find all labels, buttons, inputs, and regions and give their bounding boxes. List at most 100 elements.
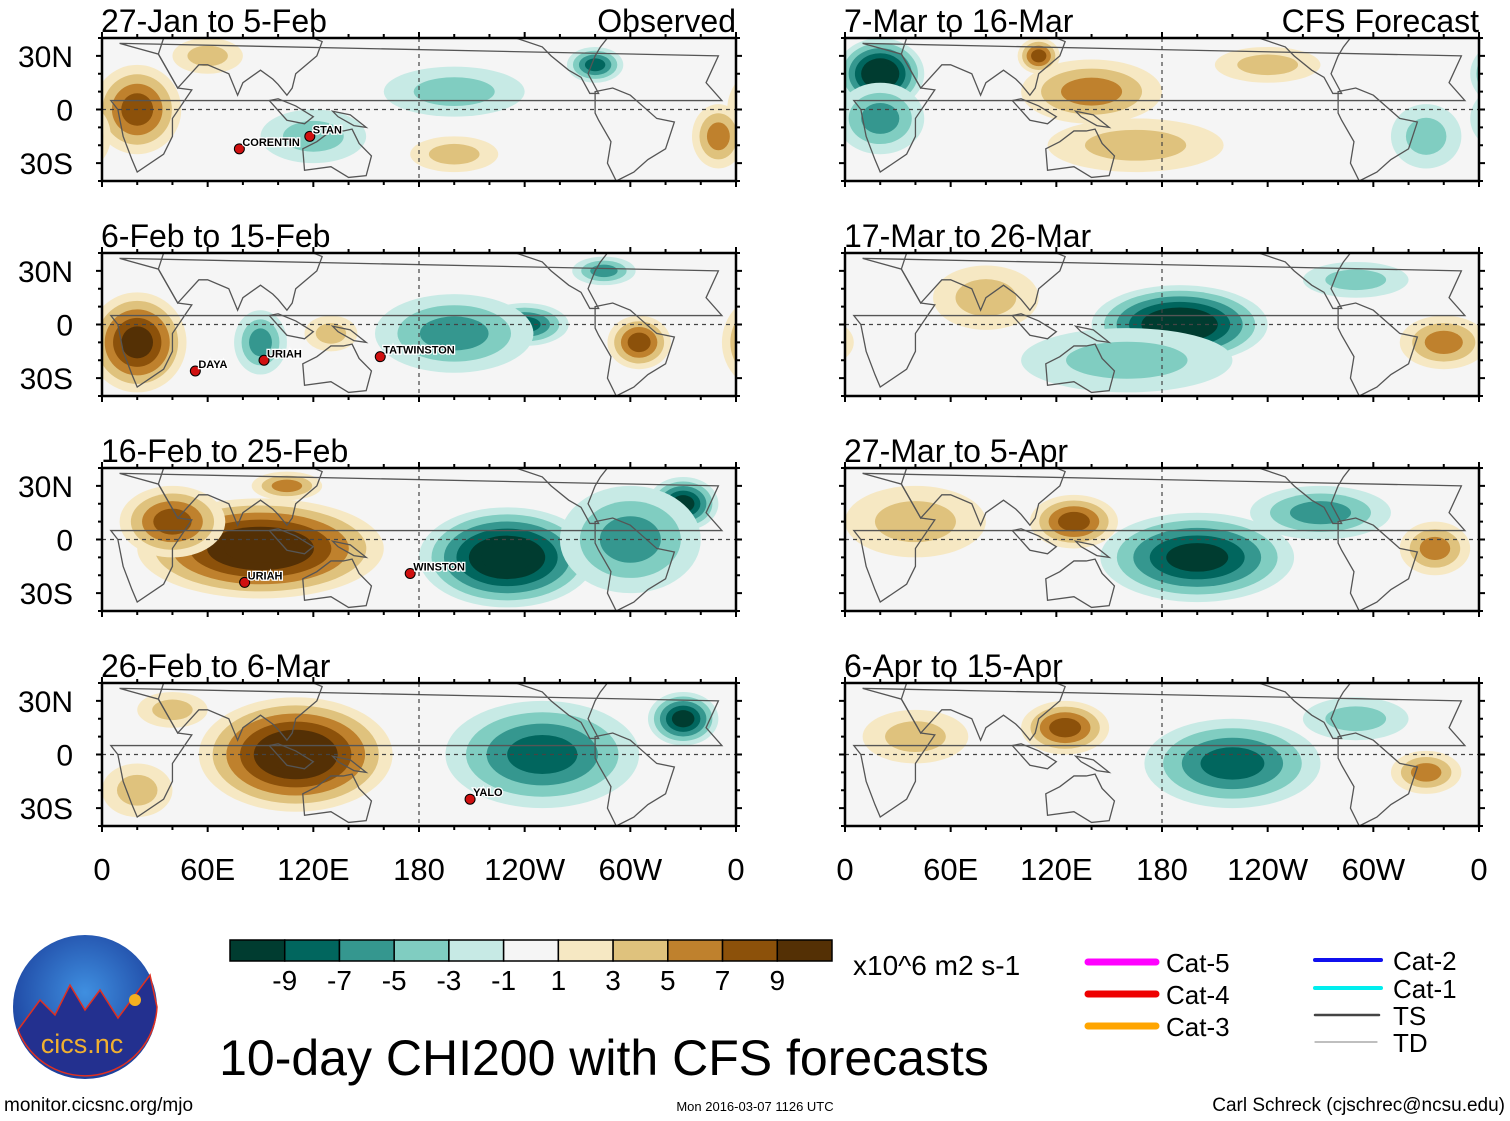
- lon-tick-label: 120W: [1227, 852, 1309, 887]
- anomaly-contour: [757, 751, 827, 794]
- map-panel: 17-Mar to 26-Mar: [778, 218, 1485, 402]
- anomaly-contour: [1289, 501, 1352, 525]
- anomaly-contour: [1470, 97, 1479, 140]
- anomaly-contour: [0, 327, 23, 358]
- lat-tick-label: 30S: [20, 578, 73, 611]
- coastline: [1011, 98, 1058, 125]
- colorbar: -9 -7 -5 -3 -1 1 3 5 7 9: [229, 939, 833, 996]
- coastline: [1258, 683, 1352, 740]
- coastline: [594, 302, 676, 396]
- lon-tick-label: 120E: [277, 852, 349, 887]
- coastline: [109, 472, 724, 604]
- legend-item: Cat-4: [1084, 980, 1230, 1010]
- anomaly-contour: [751, 775, 792, 806]
- coastline: [594, 732, 676, 826]
- colorbar-label: -7: [327, 965, 352, 996]
- anomaly-contour: [1495, 58, 1510, 89]
- storm-label: TATWINSTON: [383, 345, 455, 357]
- legend-item: Cat-3: [1084, 1012, 1230, 1042]
- map-panel: URIAH DAYA TATWINSTON 6-Feb to 15-Feb 30N 0 30…: [0, 218, 742, 402]
- legend-item: TS: [1313, 1001, 1426, 1031]
- anomaly-contour: [1501, 63, 1510, 84]
- anomaly-contour: [671, 710, 695, 728]
- colorbar-swatch: [557, 939, 614, 962]
- colorbar-label: -5: [382, 965, 407, 996]
- coastline: [1045, 773, 1116, 824]
- anomaly-contour: [102, 112, 111, 161]
- anomaly-contour: [1424, 330, 1463, 354]
- anomaly-contour: [1066, 341, 1188, 379]
- storm-marker: CORENTIN: [233, 136, 301, 155]
- anomaly-contour: [786, 700, 827, 721]
- colorbar-swatch: [229, 939, 286, 962]
- lat-tick-label: 0: [56, 310, 73, 343]
- coastline: [852, 42, 1467, 174]
- coastline: [1011, 743, 1058, 770]
- anomaly-contour: [0, 257, 2, 286]
- coastline: [900, 468, 1066, 527]
- anomaly-contour: [428, 143, 480, 165]
- anomaly-contour: [746, 84, 797, 135]
- colorbar-label: 3: [605, 965, 621, 996]
- anomaly-contour: [1470, 52, 1479, 96]
- coastline: [1011, 528, 1058, 555]
- lat-tick-label: 30S: [20, 363, 73, 396]
- panel-title: 16-Feb to 25-Feb: [101, 433, 348, 469]
- anomaly-contour: [0, 316, 37, 370]
- storm-marker: YALO: [464, 786, 504, 805]
- panel-title: 26-Feb to 6-Mar: [101, 648, 331, 684]
- panel-header-label: Observed: [597, 3, 736, 39]
- units-label: x10^6 m2 s-1: [853, 950, 1020, 981]
- coastline: [515, 683, 609, 740]
- coastline: [1337, 732, 1419, 826]
- legend-label: Cat-5: [1166, 948, 1230, 978]
- storm-marker: STAN: [304, 123, 343, 142]
- lon-tick-label: 60W: [1341, 852, 1405, 887]
- coastline: [268, 98, 315, 125]
- lon-tick-label: 120E: [1020, 852, 1092, 887]
- storm-label: CORENTIN: [242, 137, 300, 149]
- coastline: [302, 128, 373, 179]
- anomaly-contour: [0, 516, 27, 562]
- lat-tick-label: 30N: [18, 256, 73, 289]
- legend-label: Cat-2: [1393, 946, 1457, 976]
- anomaly-contour: [1419, 536, 1451, 561]
- anomaly-contour: [721, 307, 736, 378]
- coastline: [109, 687, 724, 819]
- legend-label: Cat-1: [1393, 974, 1457, 1004]
- storm-marker: DAYA: [189, 358, 229, 377]
- anomaly-contour: [730, 321, 736, 364]
- anomaly-contour: [771, 692, 841, 728]
- storm-label: YALO: [473, 787, 503, 799]
- colorbar-label: 5: [660, 965, 676, 996]
- coastline: [900, 253, 1066, 312]
- colorbar-swatch: [776, 939, 833, 962]
- anomaly-contour: [1057, 511, 1090, 532]
- logo-text: cics.nc: [41, 1029, 124, 1059]
- anomaly-contour: [0, 701, 5, 808]
- coastline: [900, 38, 1066, 97]
- lon-tick-label: 180: [393, 852, 445, 887]
- anomaly-contour: [778, 323, 841, 361]
- colorbar-swatch: [502, 939, 560, 962]
- panel-title: 27-Jan to 5-Feb: [101, 3, 327, 39]
- anomaly-contour: [1483, 93, 1510, 144]
- legend-label: TD: [1393, 1028, 1428, 1058]
- coastline: [1258, 253, 1352, 310]
- anomaly-contour: [776, 501, 837, 542]
- coastline: [268, 743, 315, 770]
- anomaly-contour: [791, 331, 829, 354]
- coastline: [852, 472, 1467, 604]
- coastline: [1337, 517, 1419, 611]
- anomaly-contour: [1237, 54, 1299, 76]
- legend-item: Cat-1: [1313, 974, 1457, 1004]
- coastline: [1073, 110, 1112, 129]
- panel-title: 17-Mar to 26-Mar: [844, 218, 1092, 254]
- lat-tick-label: 30S: [20, 793, 73, 826]
- anomaly-contour: [0, 501, 47, 578]
- anomaly-contour: [765, 493, 848, 549]
- storm-marker: URIAH: [239, 569, 284, 588]
- coastline: [1073, 755, 1112, 774]
- anomaly-contour: [1031, 49, 1047, 63]
